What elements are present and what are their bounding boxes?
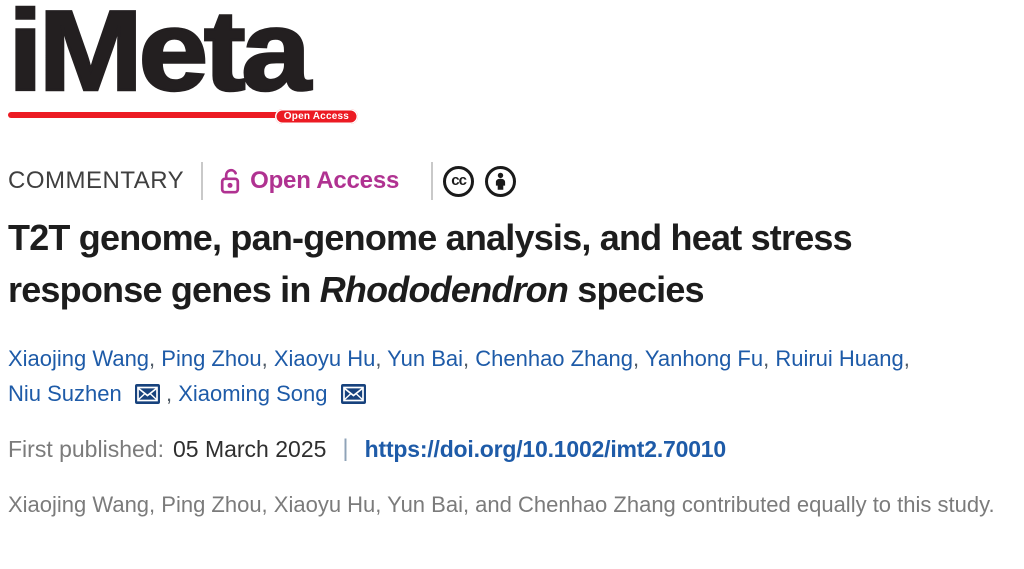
title-segment: response genes in [8,269,320,310]
imeta-logo-text: iMeta [7,0,313,115]
first-published-label: First published: [8,435,164,462]
author-link[interactable]: Yun Bai [387,346,463,371]
vertical-divider [431,162,434,200]
open-access-label: Open Access [250,167,400,194]
author-link[interactable]: Xiaoyu Hu [273,346,376,371]
license-badges: cc [443,165,517,197]
cc-license-text: cc [451,172,467,189]
open-lock-icon [220,168,240,194]
author-list: Xiaojing Wang, Ping Zhou, Xiaoyu Hu, Yun… [8,341,1018,411]
author-link[interactable]: Xiaoming Song [178,381,328,406]
open-access-group: Open Access [220,167,399,195]
vertical-divider [201,162,204,200]
author-separator: , [261,346,274,371]
title-segment: T2T genome, pan-genome analysis, and hea… [8,217,853,258]
author-separator: , [166,381,179,406]
logo-red-underline: Open Access [8,109,358,124]
author-separator: , [149,346,162,371]
publication-info-row: First published: 05 March 2025 | https:/… [8,432,726,466]
envelope-icon [340,384,366,404]
envelope-icon [134,384,160,404]
imeta-journal-logo[interactable]: iMeta Open Access [7,0,358,124]
author-link[interactable]: Yanhong Fu [644,346,764,371]
author-separator: , [763,346,776,371]
author-link[interactable]: Xiaojing Wang [8,346,150,371]
title-segment: Rhododendron [319,269,569,310]
author-separator: , [633,346,645,371]
doi-link[interactable]: https://doi.org/10.1002/imt2.70010 [364,435,727,462]
article-meta-row: COMMENTARY Open Access cc [8,162,517,200]
author-link[interactable]: Niu Suzhen [8,381,122,406]
author-separator: , [375,346,388,371]
cc-license-icon[interactable]: cc [443,165,475,197]
author-link[interactable]: Ping Zhou [161,346,262,371]
publication-date: 05 March 2025 [172,435,327,462]
author-link[interactable]: Ruirui Huang [775,346,904,371]
contribution-note: Xiaojing Wang, Ping Zhou, Xiaoyu Hu, Yun… [8,492,995,517]
author-separator: , [903,346,910,371]
title-segment: species [568,269,704,310]
author-separator: , [463,346,476,371]
article-title: T2T genome, pan-genome analysis, and hea… [8,212,1016,316]
author-link[interactable]: Chenhao Zhang [475,346,634,371]
logo-open-access-badge: Open Access [274,109,358,124]
article-type-label: COMMENTARY [8,167,185,194]
cc-by-person-icon [496,172,506,190]
pipe-divider: | [342,435,349,462]
cc-by-icon[interactable] [485,165,517,197]
